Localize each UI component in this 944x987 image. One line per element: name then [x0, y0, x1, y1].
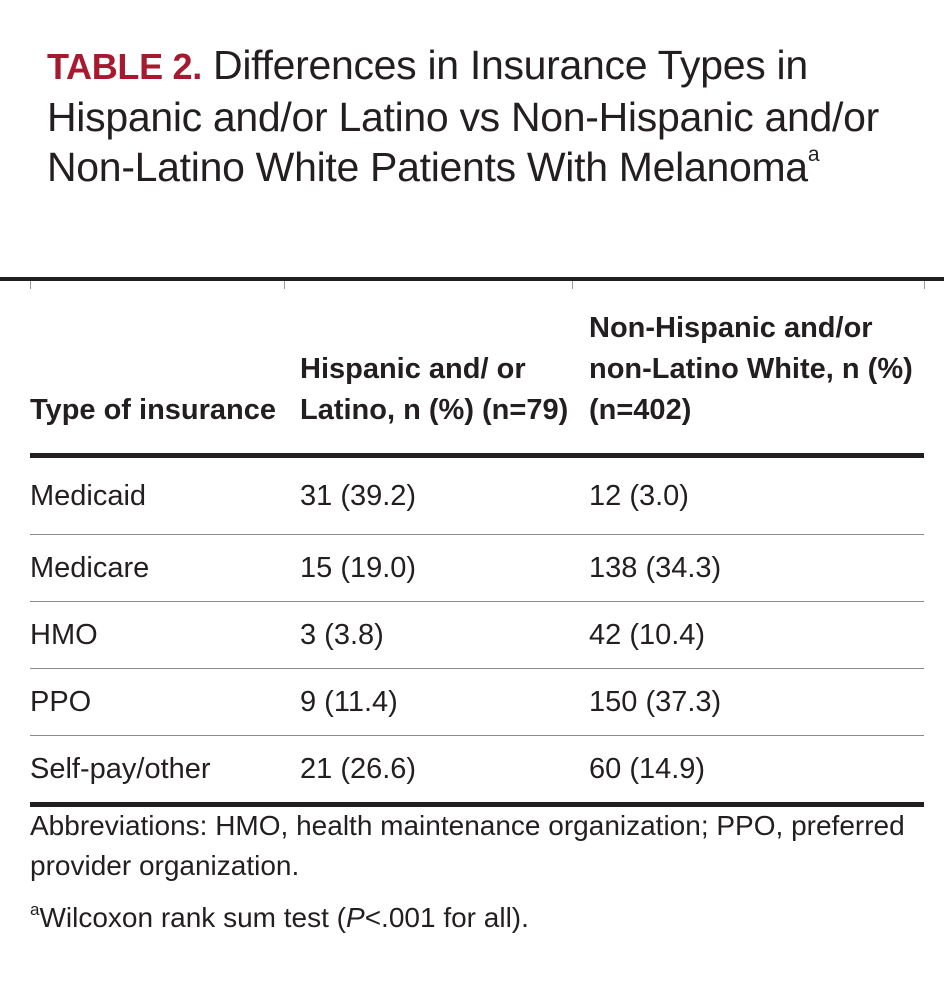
header-row: Type of insurance Hispanic and/ or Latin…: [30, 290, 924, 458]
cell-insurance-type: Medicare: [30, 534, 300, 602]
footnote-text-after: <.001 for all).: [364, 902, 529, 933]
table-title: TABLE 2. Differences in Insurance Types …: [47, 40, 927, 192]
table-row: Medicaid 31 (39.2) 12 (3.0): [30, 455, 924, 535]
table-row: Self-pay/other 21 (26.6) 60 (14.9): [30, 735, 924, 807]
insurance-table: Type of insurance Hispanic and/ or Latin…: [30, 290, 924, 807]
table-row: PPO 9 (11.4) 150 (37.3): [30, 668, 924, 736]
cell-insurance-type: HMO: [30, 601, 300, 669]
header-non-hispanic-white: Non-Hispanic and/or non-Latino White, n …: [589, 290, 924, 458]
table-row: Medicare 15 (19.0) 138 (34.3): [30, 534, 924, 602]
top-rule: [0, 277, 944, 281]
footnote-marker: a: [30, 900, 40, 919]
cell-non-hispanic-white: 150 (37.3): [589, 668, 924, 736]
table-footnotes: Abbreviations: HMO, health maintenance o…: [30, 806, 924, 938]
footnote-p-symbol: P: [346, 902, 365, 933]
cell-non-hispanic-white: 60 (14.9): [589, 735, 924, 807]
cell-insurance-type: Medicaid: [30, 455, 300, 535]
cell-insurance-type: PPO: [30, 668, 300, 736]
header-hispanic-latino: Hispanic and/ or Latino, n (%) (n=79): [300, 290, 589, 458]
abbreviations-note: Abbreviations: HMO, health maintenance o…: [30, 810, 905, 881]
cell-non-hispanic-white: 138 (34.3): [589, 534, 924, 602]
table-label: TABLE 2.: [47, 46, 202, 87]
statistical-note: aWilcoxon rank sum test (P<.001 for all)…: [30, 898, 924, 938]
title-footnote-marker: a: [807, 143, 820, 166]
table-title-text: Differences in Insurance Types in Hispan…: [47, 42, 880, 190]
table-row: HMO 3 (3.8) 42 (10.4): [30, 601, 924, 669]
cell-hispanic-latino: 15 (19.0): [300, 534, 589, 602]
cell-hispanic-latino: 21 (26.6): [300, 735, 589, 807]
cell-non-hispanic-white: 12 (3.0): [589, 455, 924, 535]
cell-hispanic-latino: 31 (39.2): [300, 455, 589, 535]
footnote-text-before: Wilcoxon rank sum test (: [39, 902, 346, 933]
cell-insurance-type: Self-pay/other: [30, 735, 300, 807]
cell-hispanic-latino: 9 (11.4): [300, 668, 589, 736]
cell-non-hispanic-white: 42 (10.4): [589, 601, 924, 669]
header-type-of-insurance: Type of insurance: [30, 290, 300, 458]
top-rule-ticks: [0, 281, 944, 289]
cell-hispanic-latino: 3 (3.8): [300, 601, 589, 669]
